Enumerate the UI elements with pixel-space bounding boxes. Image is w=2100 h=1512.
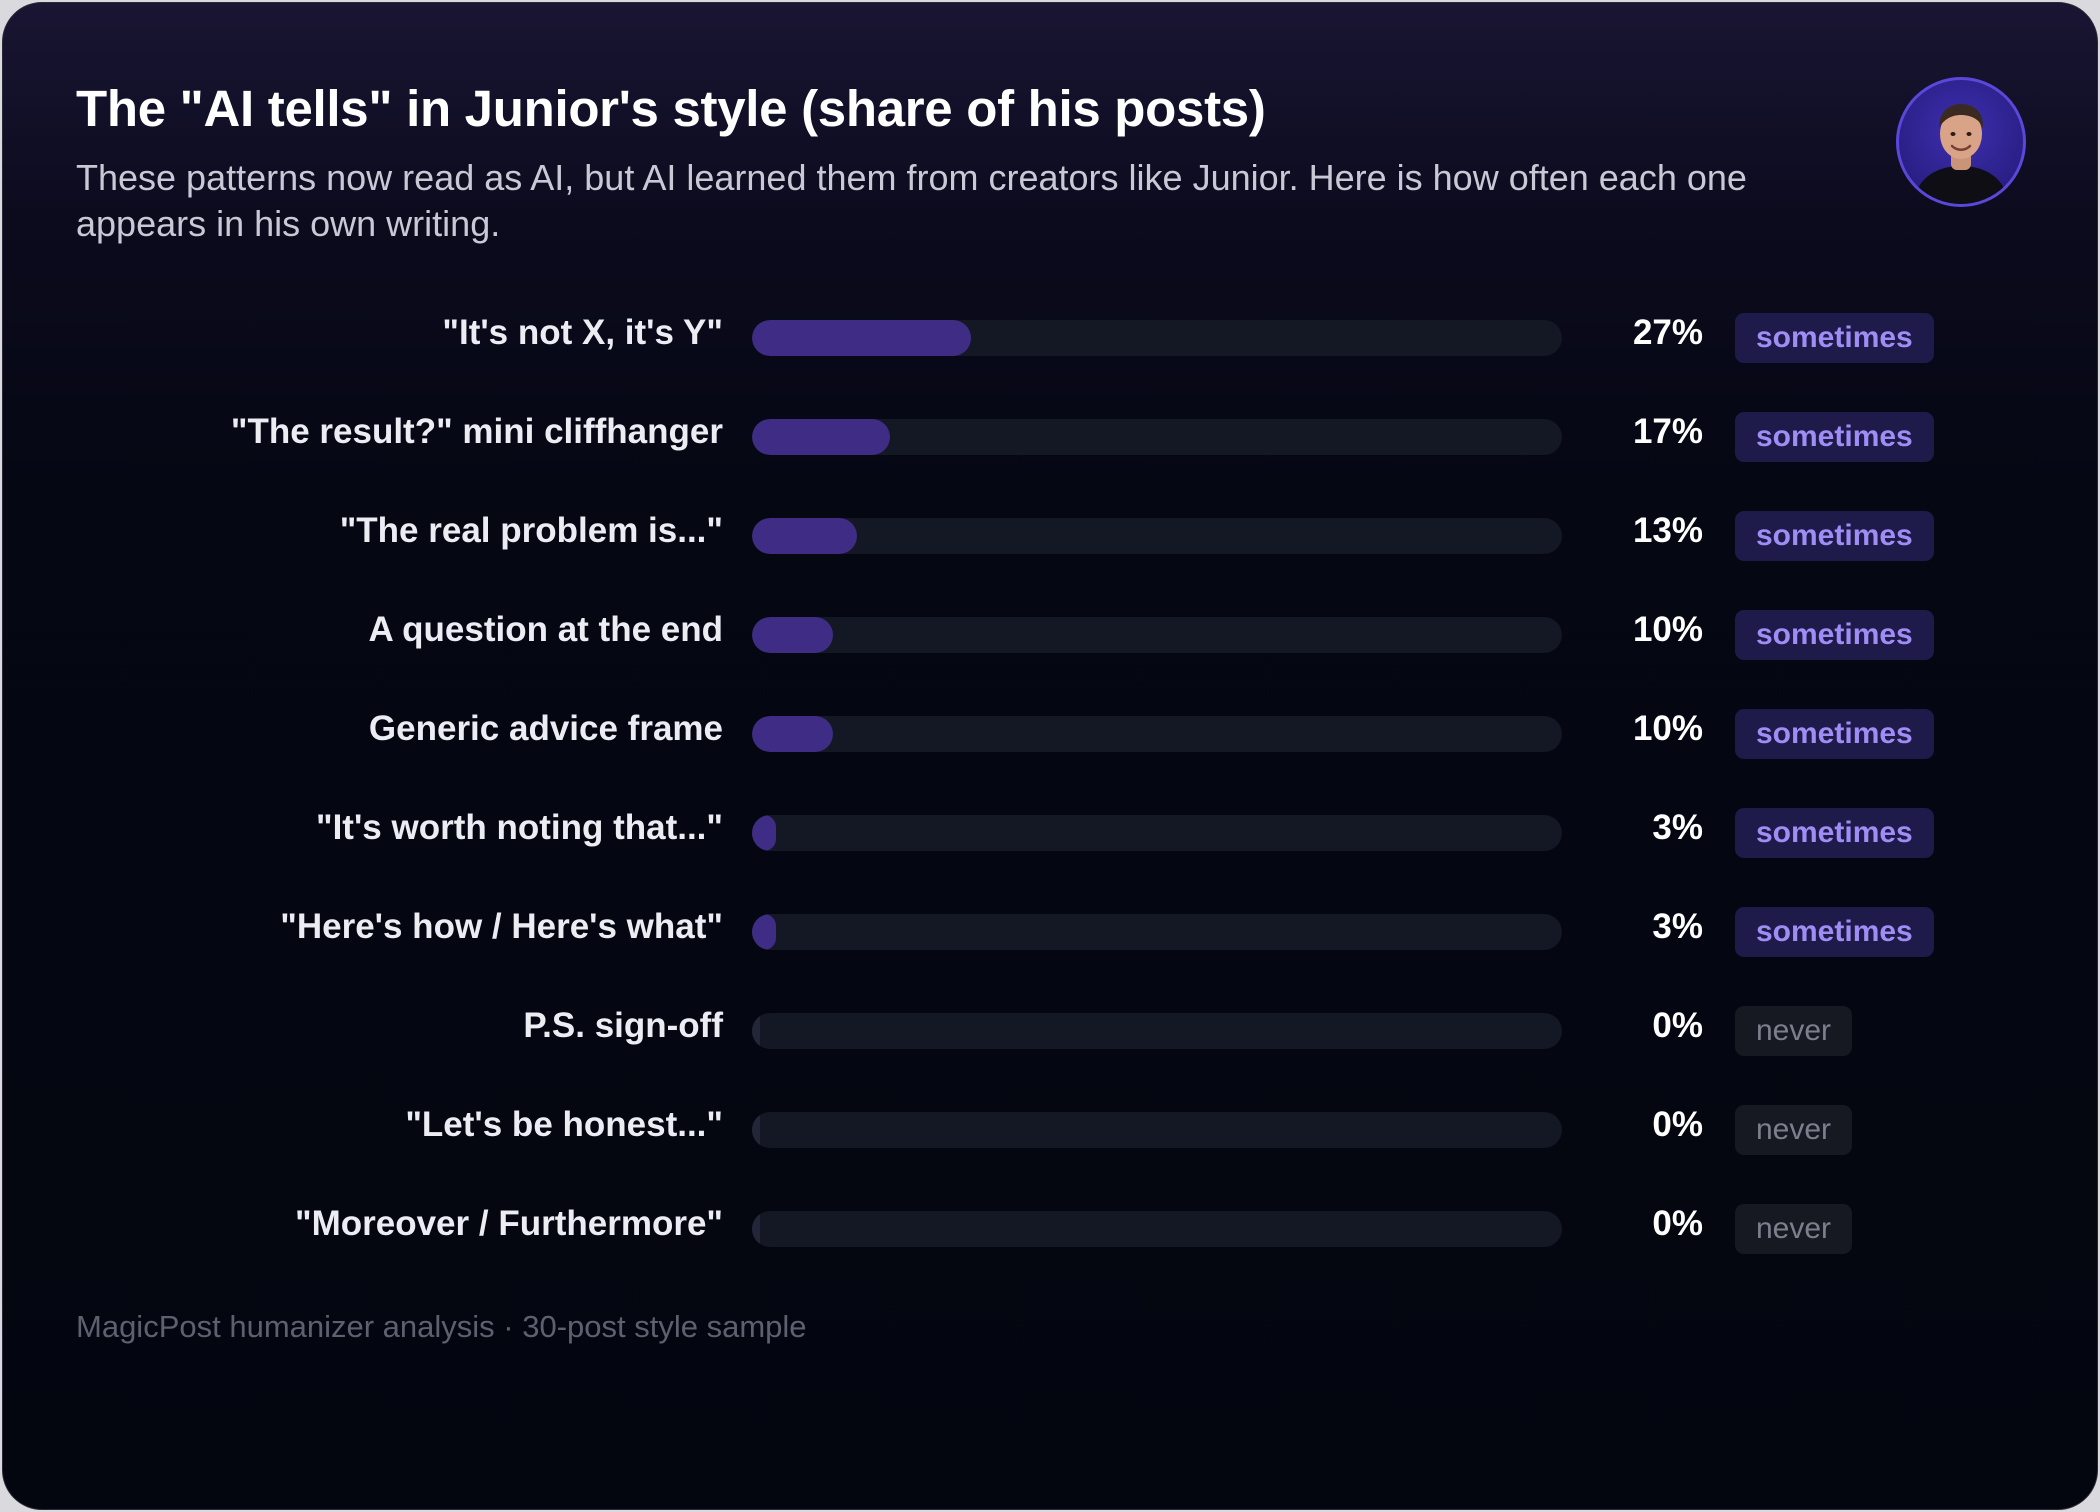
bar-track	[752, 617, 1562, 653]
category-label: Generic advice frame	[368, 709, 723, 748]
chart-subtitle: These patterns now read as AI, but AI le…	[76, 157, 1747, 244]
bar-row: "It's not X, it's Y" 27% sometimes	[3, 303, 2097, 363]
frequency-badge: sometimes	[1735, 313, 1934, 363]
bar-fill	[752, 617, 833, 653]
bar-track	[752, 716, 1562, 752]
bar-fill	[752, 1112, 760, 1148]
frequency-badge: sometimes	[1735, 808, 1934, 858]
frequency-badge: sometimes	[1735, 907, 1934, 957]
category-label: "It's worth noting that..."	[315, 808, 723, 847]
value-label: 17%	[1632, 412, 1703, 451]
bar-track	[752, 518, 1562, 554]
bar-track	[752, 419, 1562, 455]
frequency-badge: sometimes	[1735, 511, 1934, 561]
bar-fill	[752, 914, 777, 950]
bar-track	[752, 815, 1562, 851]
bar-fill	[752, 815, 777, 851]
chart-footer-note: MagicPost humanizer analysis · 30-post s…	[76, 1309, 807, 1344]
value-label: 3%	[1652, 907, 1703, 946]
category-label: "Here's how / Here's what"	[280, 907, 723, 946]
frequency-badge: never	[1735, 1204, 1853, 1254]
bar-row: A question at the end 10% sometimes	[3, 600, 2097, 660]
category-label: "It's not X, it's Y"	[442, 313, 723, 352]
bar-fill	[752, 320, 971, 356]
chart-title: The "AI tells" in Junior's style (share …	[76, 80, 1266, 137]
bar-row: "The result?" mini cliffhanger 17% sometim…	[3, 402, 2097, 462]
bar-row: "Let's be honest..." 0% never	[3, 1095, 2097, 1155]
bar-fill	[752, 1013, 760, 1049]
frequency-badge: sometimes	[1735, 412, 1934, 462]
frequency-badge: sometimes	[1735, 610, 1934, 660]
bar-track	[752, 1112, 1562, 1148]
bar-row: "The real problem is..." 13% sometimes	[3, 501, 2097, 561]
value-label: 13%	[1632, 511, 1703, 550]
category-label: A question at the end	[368, 610, 723, 649]
category-label: "Let's be honest..."	[405, 1105, 723, 1144]
category-label: P.S. sign-off	[523, 1006, 723, 1045]
value-label: 0%	[1652, 1006, 1703, 1045]
bar-row: "It's worth noting that..." 3% sometimes	[3, 798, 2097, 858]
bar-fill	[752, 716, 833, 752]
value-label: 0%	[1652, 1204, 1703, 1243]
bar-track	[752, 1211, 1562, 1247]
value-label: 3%	[1652, 808, 1703, 847]
bar-track	[752, 320, 1562, 356]
bar-fill	[752, 518, 858, 554]
category-label: "The real problem is..."	[339, 511, 723, 550]
category-label: "Moreover / Furthermore"	[295, 1204, 723, 1243]
bar-chart: "It's not X, it's Y" 27% sometimes "The res…	[3, 3, 2097, 1509]
bar-track	[752, 1013, 1562, 1049]
value-label: 0%	[1652, 1105, 1703, 1144]
bar-row: "Moreover / Furthermore" 0% never	[3, 1194, 2097, 1254]
bar-row: Generic advice frame 10% sometimes	[3, 699, 2097, 759]
bar-row: "Here's how / Here's what" 3% sometimes	[3, 897, 2097, 957]
frequency-badge: never	[1735, 1006, 1853, 1056]
avatar	[1896, 77, 2026, 207]
frequency-badge: sometimes	[1735, 709, 1934, 759]
category-label: "The result?" mini cliffhanger	[230, 412, 723, 451]
bar-fill	[752, 419, 890, 455]
bar-track	[752, 914, 1562, 950]
bar-fill	[752, 1211, 760, 1247]
frequency-badge: never	[1735, 1105, 1853, 1155]
bar-row: P.S. sign-off 0% never	[3, 996, 2097, 1056]
person-portrait-icon	[1913, 104, 2009, 204]
value-label: 10%	[1632, 709, 1703, 748]
value-label: 10%	[1632, 610, 1703, 649]
value-label: 27%	[1632, 313, 1703, 352]
